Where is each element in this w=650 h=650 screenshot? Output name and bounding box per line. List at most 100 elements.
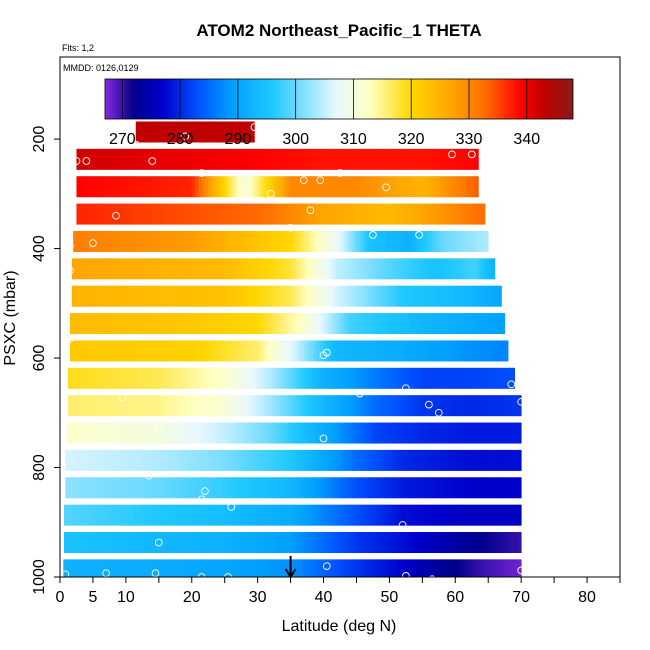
heatmap-cell [196,395,201,417]
heatmap-cell [478,422,483,444]
heatmap-cell [310,148,315,170]
heatmap-cell [67,504,71,526]
heatmap-cell [67,395,72,417]
heatmap-cell [388,258,392,280]
heatmap-cell [348,285,353,307]
heatmap-cell [359,559,364,577]
heatmap-cell [452,313,456,335]
heatmap-cell [218,504,223,526]
heatmap-cell [109,203,114,225]
heatmap-cell [442,340,446,362]
heatmap-cell [376,176,380,198]
heatmap-cell [83,313,87,335]
heatmap-cell [244,422,249,444]
heatmap-cell [323,203,328,225]
heatmap-cell [353,504,358,526]
heatmap-cell [65,477,69,499]
heatmap-cell [407,477,412,499]
heatmap-cell [335,285,340,307]
heatmap-cell [311,367,316,389]
heatmap-cell [455,422,459,444]
heatmap-cell [313,176,318,198]
heatmap-cell [470,449,475,471]
heatmap-cell [280,340,285,362]
heatmap-cell [338,367,342,389]
heatmap-cell [363,532,368,554]
heatmap-cell [392,313,397,335]
heatmap-cell [394,285,399,307]
heatmap-cell [106,340,110,362]
heatmap-cell [152,340,156,362]
heatmap-cell [372,313,377,335]
heatmap-cell [442,313,446,335]
heatmap-cell [340,176,344,198]
heatmap-cell [223,477,228,499]
heatmap-cell [274,422,278,444]
heatmap-cell [200,449,205,471]
heatmap-cell [435,148,440,170]
heatmap-cell [101,258,106,280]
heatmap-cell [391,449,396,471]
heatmap-cell [99,422,104,444]
heatmap-cell [328,477,333,499]
heatmap-cell [165,148,170,170]
heatmap-cell [76,230,81,252]
heatmap-cell [311,504,315,526]
heatmap-cell [475,148,479,170]
heatmap-cell [98,477,102,499]
heatmap-cell [266,449,270,471]
heatmap-cell [459,395,464,417]
heatmap-cell [66,559,71,577]
heatmap-cell [406,532,411,554]
heatmap-cell [119,340,123,362]
heatmap-cell [320,504,325,526]
heatmap-cell [392,148,397,170]
heatmap-cell [199,504,203,526]
heatmap-cell [146,532,150,554]
heatmap-cell [382,176,387,198]
heatmap-cell [511,559,515,577]
heatmap-cell [257,176,262,198]
heatmap-cell [445,422,450,444]
heatmap-cell [482,367,487,389]
heatmap-cell [168,313,173,335]
heatmap-cell [193,477,198,499]
heatmap-cell [233,449,237,471]
heatmap-cell [445,176,450,198]
heatmap-cell [109,230,114,252]
heatmap-cell [358,258,363,280]
heatmap-cell [347,395,352,417]
heatmap-cell [114,395,118,417]
heatmap-cell [402,340,407,362]
heatmap-cell [272,285,277,307]
heatmap-cell [150,477,155,499]
heatmap-cell [351,258,356,280]
heatmap-cell [193,367,197,389]
heatmap-cell [356,559,361,577]
heatmap-cell [251,504,256,526]
heatmap-cell [266,258,270,280]
heatmap-cell [231,504,236,526]
heatmap-cell [248,504,253,526]
heatmap-cell [152,230,156,252]
heatmap-cell [99,313,104,335]
heatmap-cell [327,532,332,554]
heatmap-cell [170,258,175,280]
heatmap-cell [394,367,398,389]
heatmap-cell [432,203,436,225]
heatmap-cell [504,340,509,362]
heatmap-cell [243,285,247,307]
heatmap-cell [359,422,364,444]
heatmap-cell [75,449,79,471]
heatmap-cell [390,504,394,526]
heatmap-cell [211,148,216,170]
heatmap-cell [117,367,122,389]
heatmap-cell [91,449,96,471]
heatmap-cell [94,285,99,307]
heatmap-cell [472,504,477,526]
heatmap-cell [444,258,448,280]
heatmap-cell [102,559,107,577]
heatmap-cell [465,504,470,526]
heatmap-cell [196,367,201,389]
heatmap-cell [353,230,357,252]
